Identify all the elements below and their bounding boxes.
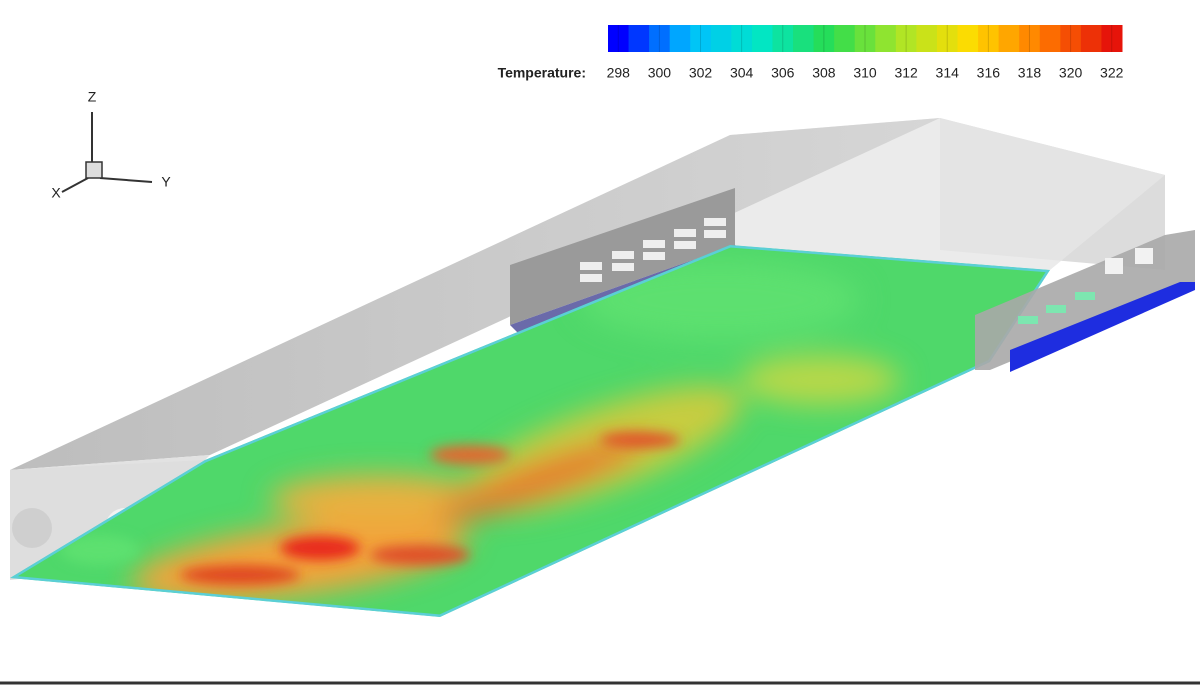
page: Z X Y 298 300 302 304 306 308 310 312 314 316 318 3… [0, 0, 1200, 685]
colorbar-cell [793, 25, 814, 52]
legend-title: Temperature: [498, 65, 586, 81]
tick-label: 304 [730, 65, 754, 81]
tick-label: 322 [1100, 65, 1124, 81]
colorbar-cell [711, 25, 732, 52]
colorbar-cell [752, 25, 773, 52]
colorbar-cell [1081, 25, 1102, 52]
tick-label: 298 [607, 65, 631, 81]
axis-label: Y [161, 174, 171, 190]
tick-label: 308 [812, 65, 836, 81]
tick-label: 316 [977, 65, 1001, 81]
visualization: Z X Y 298 300 302 304 306 308 310 312 314 316 318 3… [0, 0, 1200, 685]
colorbar-cell [958, 25, 979, 52]
tick-label: 302 [689, 65, 713, 81]
tick-label: 320 [1059, 65, 1083, 81]
colorbar-cell [875, 25, 896, 52]
axis-label: X [51, 185, 61, 201]
colorbar-cell [999, 25, 1020, 52]
tick-label: 306 [771, 65, 795, 81]
colorbar-cell [916, 25, 937, 52]
tick-label: 310 [853, 65, 877, 81]
tick-label: 300 [648, 65, 672, 81]
colorbar-cell [670, 25, 691, 52]
axis-label: Z [88, 89, 97, 105]
colorbar-cell [834, 25, 855, 52]
tick-label: 318 [1018, 65, 1042, 81]
tick-label: 314 [936, 65, 960, 81]
opening [12, 508, 52, 548]
tick-label: 312 [894, 65, 918, 81]
triad-box [86, 162, 102, 178]
colorbar-cell [1040, 25, 1061, 52]
colorbar-cell [629, 25, 650, 52]
